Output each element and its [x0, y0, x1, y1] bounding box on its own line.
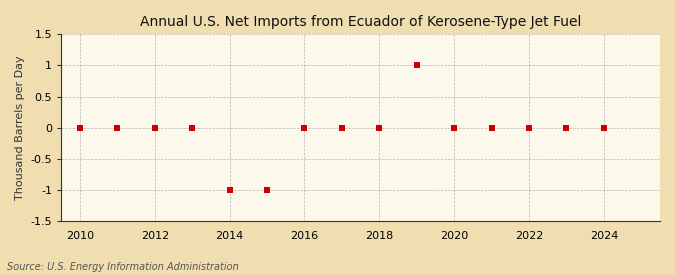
Text: Source: U.S. Energy Information Administration: Source: U.S. Energy Information Administ… [7, 262, 238, 272]
Y-axis label: Thousand Barrels per Day: Thousand Barrels per Day [15, 55, 25, 200]
Point [112, 125, 123, 130]
Point [299, 125, 310, 130]
Point [74, 125, 85, 130]
Point [149, 125, 160, 130]
Point [187, 125, 198, 130]
Point [337, 125, 348, 130]
Point [524, 125, 535, 130]
Point [561, 125, 572, 130]
Point [599, 125, 610, 130]
Point [449, 125, 460, 130]
Point [486, 125, 497, 130]
Point [411, 63, 422, 68]
Title: Annual U.S. Net Imports from Ecuador of Kerosene-Type Jet Fuel: Annual U.S. Net Imports from Ecuador of … [140, 15, 581, 29]
Point [262, 188, 273, 192]
Point [224, 188, 235, 192]
Point [374, 125, 385, 130]
